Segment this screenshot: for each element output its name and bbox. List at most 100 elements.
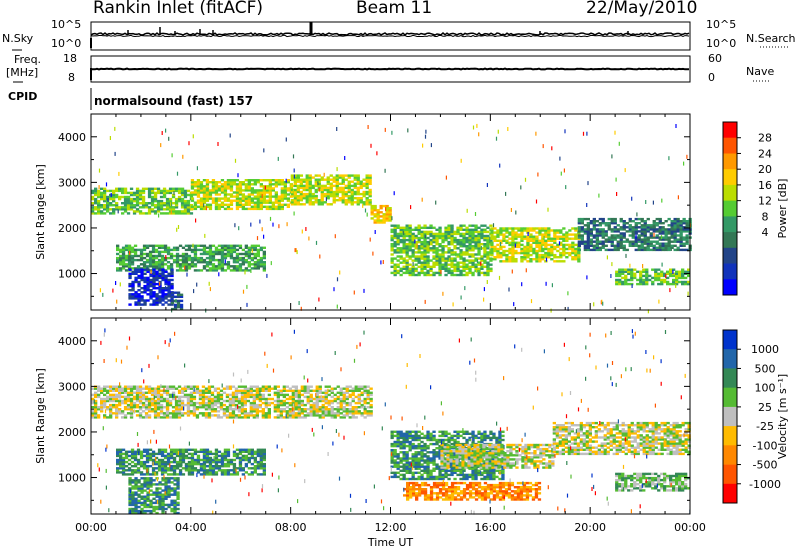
echo-cell	[175, 452, 180, 456]
echo-speckle	[476, 123, 478, 128]
echo-cell	[127, 473, 132, 476]
echo-cell	[213, 401, 218, 405]
echo-cell	[655, 217, 659, 221]
echo-cell	[411, 228, 415, 231]
echo-cell	[305, 194, 309, 198]
echo-cell	[462, 228, 466, 231]
echo-cell	[261, 414, 265, 417]
echo-cell	[520, 260, 524, 263]
echo-cell	[184, 265, 189, 268]
echo-cell	[180, 395, 185, 399]
echo-cell	[156, 397, 161, 401]
echo-speckle	[547, 207, 549, 212]
echo-cell	[283, 185, 287, 188]
echo-cell	[362, 203, 366, 206]
echo-cell	[139, 454, 144, 458]
echo-cell	[126, 191, 131, 195]
echo-cell	[348, 408, 352, 411]
echo-cell	[94, 395, 98, 399]
echo-cell	[402, 271, 406, 275]
echo-cell	[220, 252, 225, 256]
echo-cell	[225, 399, 230, 403]
echo-speckle	[341, 180, 343, 185]
echo-cell	[142, 450, 147, 453]
echo-cell	[146, 270, 150, 273]
echo-cell	[305, 197, 309, 200]
echo-cell	[237, 385, 242, 388]
echo-speckle	[170, 210, 172, 215]
echo-cell	[123, 191, 128, 195]
echo-cell	[583, 224, 587, 227]
echo-cell	[306, 395, 310, 399]
echo-cell	[190, 193, 195, 196]
echo-cell	[178, 263, 183, 266]
echo-cell	[652, 240, 656, 243]
echo-cell	[664, 220, 668, 223]
echo-cell	[207, 412, 212, 415]
echo-cell	[106, 204, 110, 207]
echo-cell	[211, 254, 216, 258]
echo-cell	[247, 254, 251, 258]
echo-cell	[208, 193, 213, 196]
echo-cell	[314, 199, 318, 202]
echo-cell	[326, 192, 330, 196]
echo-cell	[529, 245, 533, 249]
echo-cell	[652, 224, 656, 227]
echo-cell	[116, 267, 120, 270]
echo-cell	[577, 253, 581, 257]
echo-cell	[595, 242, 599, 245]
echo-cell	[356, 178, 360, 181]
echo-cell	[119, 258, 123, 262]
echo-cell	[192, 395, 197, 399]
echo-cell	[637, 236, 641, 239]
echo-cell	[179, 295, 184, 298]
echo-cell	[459, 232, 463, 236]
echo-cell	[664, 232, 668, 235]
echo-cell	[640, 238, 644, 241]
echo-cell	[302, 184, 306, 188]
echo-cell	[145, 448, 150, 451]
echo-cell	[468, 259, 472, 262]
echo-cell	[162, 391, 167, 394]
echo-cell	[250, 205, 254, 208]
echo-cell	[508, 241, 512, 244]
echo-speckle	[653, 232, 655, 237]
echo-cell	[127, 256, 132, 260]
echo-cell	[468, 238, 472, 242]
echo-cell	[175, 254, 180, 258]
echo-cell	[187, 452, 192, 456]
echo-cell	[255, 412, 259, 415]
echo-cell	[417, 249, 421, 252]
echo-speckle	[452, 302, 454, 307]
echo-cell	[214, 187, 219, 190]
echo-cell	[299, 180, 303, 183]
echo-cell	[675, 280, 679, 284]
echo-cell	[132, 191, 137, 195]
echo-cell	[192, 410, 197, 413]
echo-cell	[223, 203, 228, 206]
echo-cell	[160, 452, 165, 456]
echo-cell	[127, 246, 132, 249]
echo-cell	[178, 254, 183, 258]
echo-cell	[160, 462, 165, 466]
echo-cell	[382, 217, 386, 220]
echo-cell	[121, 206, 125, 209]
echo-cell	[351, 387, 355, 390]
echo-cell	[133, 452, 138, 456]
echo-cell	[139, 471, 144, 474]
echo-cell	[201, 395, 206, 399]
echo-cell	[314, 194, 318, 198]
echo-cell	[373, 209, 377, 212]
echo-cell	[330, 389, 334, 392]
echo-cell	[183, 389, 188, 392]
echo-cell	[595, 228, 599, 231]
echo-cell	[184, 254, 189, 258]
echo-speckle	[292, 189, 294, 194]
echo-cell	[294, 412, 298, 415]
echo-cell	[153, 212, 158, 215]
echo-cell	[529, 229, 533, 232]
echo-cell	[208, 456, 213, 460]
echo-cell	[262, 191, 266, 194]
echo-cell	[226, 179, 231, 182]
echo-cell	[252, 389, 256, 392]
